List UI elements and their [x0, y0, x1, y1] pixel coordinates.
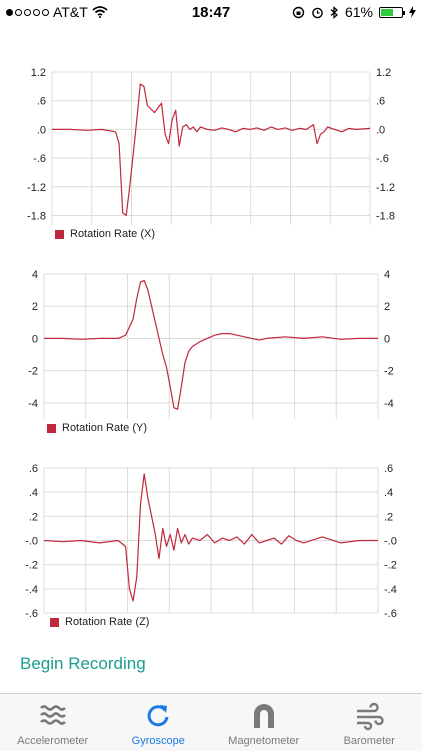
gyro-z-plot: .6 .6 .4 .4 .2 .2 -.0 -.0 -.2 -.2 -.4 -.4 -.6 -.6 — [0, 456, 422, 638]
battery-percent: 61% — [345, 4, 373, 20]
y-tick-label-right: -.0 — [384, 536, 397, 548]
gyro-x-plot: 1.2 1.2 .6 .6 .0 .0 -.6 -.6 -1.2 -1.2 -1.8 -1.8 — [0, 60, 422, 250]
y-tick-label-left: .2 — [29, 511, 38, 523]
y-tick-label-right: .6 — [376, 96, 385, 108]
tab-gyroscope[interactable]: Gyroscope — [106, 694, 212, 751]
y-tick-label-right: 0 — [384, 333, 390, 345]
y-tick-label-right: -.6 — [376, 153, 389, 165]
tab-bar: Accelerometer Gyroscope Magnetometer Bar… — [0, 693, 422, 751]
y-tick-label-left: 1.2 — [31, 67, 46, 79]
gyro-y-chart: 4 4 2 2 0 0 -2 -2 -4 -4 Rotation Rate (Y) — [0, 262, 422, 444]
legend-swatch — [47, 424, 56, 433]
y-tick-label-left: .6 — [37, 96, 46, 108]
legend-swatch — [50, 618, 59, 627]
gyro-y-legend: Rotation Rate (Y) — [47, 422, 147, 434]
tab-barometer[interactable]: Barometer — [317, 694, 422, 751]
legend-label: Rotation Rate (Y) — [62, 422, 147, 434]
begin-recording-button[interactable]: Begin Recording — [20, 654, 146, 674]
tab-label: Accelerometer — [17, 735, 88, 747]
gyro-z-legend: Rotation Rate (Z) — [50, 616, 149, 628]
y-tick-label-left: 0 — [32, 333, 38, 345]
wind-icon — [354, 701, 384, 731]
y-tick-label-right: .4 — [384, 487, 393, 499]
y-tick-label-right: -1.8 — [376, 210, 395, 222]
legend-swatch — [55, 230, 64, 239]
y-tick-label-left: .6 — [29, 463, 38, 475]
y-tick-label-right: .6 — [384, 463, 393, 475]
tab-label: Gyroscope — [132, 735, 185, 747]
waves-icon — [38, 701, 68, 731]
y-tick-label-left: 2 — [32, 301, 38, 313]
y-tick-label-left: -.2 — [25, 560, 38, 572]
y-tick-label-left: -1.2 — [27, 182, 46, 194]
charging-icon — [409, 6, 416, 18]
y-tick-label-left: -2 — [28, 366, 38, 378]
tab-label: Barometer — [344, 735, 395, 747]
y-tick-label-left: -4 — [28, 398, 38, 410]
tab-accelerometer[interactable]: Accelerometer — [0, 694, 106, 751]
y-tick-label-left: -.6 — [33, 153, 46, 165]
y-tick-label-left: -.4 — [25, 584, 38, 596]
status-bar: AT&T 18:47 61% — [0, 0, 422, 26]
gyro-x-chart: 1.2 1.2 .6 .6 .0 .0 -.6 -.6 -1.2 -1.2 -1.8 -1.8 Rot… — [0, 60, 422, 250]
y-tick-label-right: 4 — [384, 269, 390, 281]
tab-label: Magnetometer — [228, 735, 299, 747]
orientation-lock-icon — [292, 6, 305, 19]
alarm-icon — [311, 6, 324, 19]
y-tick-label-right: -4 — [384, 398, 394, 410]
y-tick-label-left: -1.8 — [27, 210, 46, 222]
y-tick-label-right: -.2 — [384, 560, 397, 572]
y-tick-label-right: -2 — [384, 366, 394, 378]
status-right: 61% — [292, 4, 416, 20]
y-tick-label-right: -.4 — [384, 584, 397, 596]
y-tick-label-left: .0 — [37, 124, 46, 136]
tab-magnetometer[interactable]: Magnetometer — [211, 694, 317, 751]
y-tick-label-right: -1.2 — [376, 182, 395, 194]
y-tick-label-right: -.6 — [384, 608, 397, 620]
magnet-icon — [249, 701, 279, 731]
gyro-z-chart: .6 .6 .4 .4 .2 .2 -.0 -.0 -.2 -.2 -.4 -.4 -.6 -.6 Rot… — [0, 456, 422, 638]
y-tick-label-left: -.0 — [25, 536, 38, 548]
rotate-icon — [143, 701, 173, 731]
legend-label: Rotation Rate (X) — [70, 228, 155, 240]
gyro-x-legend: Rotation Rate (X) — [55, 228, 155, 240]
y-tick-label-left: .4 — [29, 487, 38, 499]
y-tick-label-right: 2 — [384, 301, 390, 313]
y-tick-label-right: 1.2 — [376, 67, 391, 79]
legend-label: Rotation Rate (Z) — [65, 616, 149, 628]
gyro-y-plot: 4 4 2 2 0 0 -2 -2 -4 -4 — [0, 262, 422, 444]
battery-icon — [379, 7, 403, 18]
y-tick-label-left: -.6 — [25, 608, 38, 620]
y-tick-label-left: 4 — [32, 269, 38, 281]
bluetooth-icon — [330, 6, 339, 19]
y-tick-label-right: .0 — [376, 124, 385, 136]
y-tick-label-right: .2 — [384, 511, 393, 523]
